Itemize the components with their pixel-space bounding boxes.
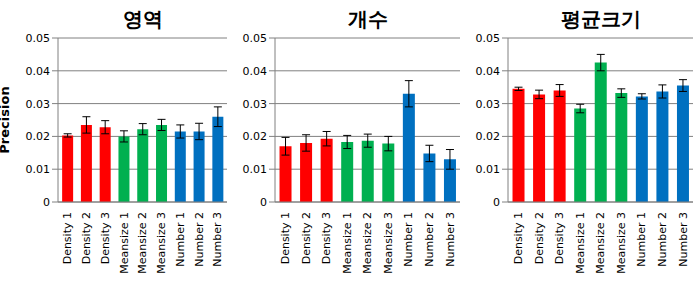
svg-text:Meansize 3: Meansize 3 — [382, 212, 395, 274]
svg-text:0: 0 — [260, 196, 267, 209]
svg-text:0: 0 — [43, 196, 50, 209]
svg-text:0.05: 0.05 — [26, 32, 51, 45]
svg-text:Meansize 3: Meansize 3 — [155, 212, 168, 274]
svg-text:Density 2: Density 2 — [533, 212, 546, 264]
svg-text:0.03: 0.03 — [26, 98, 51, 111]
svg-text:Meansize 2: Meansize 2 — [361, 212, 374, 274]
svg-text:Meansize 1: Meansize 1 — [574, 212, 587, 274]
svg-text:0.01: 0.01 — [476, 163, 501, 176]
svg-text:0.05: 0.05 — [476, 32, 501, 45]
svg-text:Density 1: Density 1 — [512, 212, 525, 264]
svg-text:Density 3: Density 3 — [320, 212, 333, 264]
svg-text:0.03: 0.03 — [243, 98, 268, 111]
svg-text:Density 1: Density 1 — [61, 212, 74, 264]
svg-text:Number 1: Number 1 — [635, 212, 648, 267]
svg-text:Number 2: Number 2 — [656, 212, 669, 267]
svg-text:0.05: 0.05 — [243, 32, 268, 45]
svg-text:Density 2: Density 2 — [80, 212, 93, 264]
svg-text:Density 3: Density 3 — [99, 212, 112, 264]
html-text:영역: 영역 — [122, 7, 163, 31]
svg-text:0.04: 0.04 — [243, 65, 268, 78]
svg-text:Number 1: Number 1 — [402, 212, 415, 267]
svg-text:0.03: 0.03 — [476, 98, 501, 111]
svg-text:Meansize 1: Meansize 1 — [341, 212, 354, 274]
html-text:개수: 개수 — [347, 7, 388, 31]
svg-text:0.04: 0.04 — [476, 65, 501, 78]
svg-text:Density 2: Density 2 — [300, 212, 313, 264]
svg-text:0.01: 0.01 — [243, 163, 268, 176]
svg-text:Number 3: Number 3 — [444, 212, 457, 267]
svg-text:0.02: 0.02 — [476, 130, 501, 143]
svg-text:0: 0 — [493, 196, 500, 209]
html-text:평균크기: 평균크기 — [560, 7, 641, 31]
svg-text:Number 2: Number 2 — [423, 212, 436, 267]
svg-text:0.04: 0.04 — [26, 65, 51, 78]
svg-text:0.01: 0.01 — [26, 163, 51, 176]
svg-text:0.02: 0.02 — [26, 130, 51, 143]
svg-text:0.02: 0.02 — [243, 130, 268, 143]
svg-text:Number 3: Number 3 — [677, 212, 690, 267]
svg-text:Number 1: Number 1 — [174, 212, 187, 267]
svg-text:Meansize 2: Meansize 2 — [136, 212, 149, 274]
svg-text:Density 1: Density 1 — [279, 212, 292, 264]
svg-text:Density 3: Density 3 — [553, 212, 566, 264]
svg-text:Meansize 3: Meansize 3 — [615, 212, 628, 274]
svg-text:Number 2: Number 2 — [193, 212, 206, 267]
svg-text:Meansize 2: Meansize 2 — [594, 212, 607, 274]
svg-text:Meansize 1: Meansize 1 — [118, 212, 131, 274]
svg-text:Precision: Precision — [8, 86, 12, 153]
svg-text:Number 3: Number 3 — [211, 212, 224, 267]
